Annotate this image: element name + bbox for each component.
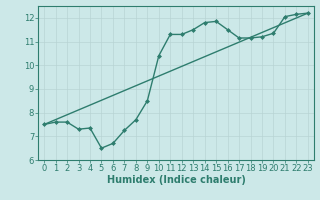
X-axis label: Humidex (Indice chaleur): Humidex (Indice chaleur) xyxy=(107,175,245,185)
